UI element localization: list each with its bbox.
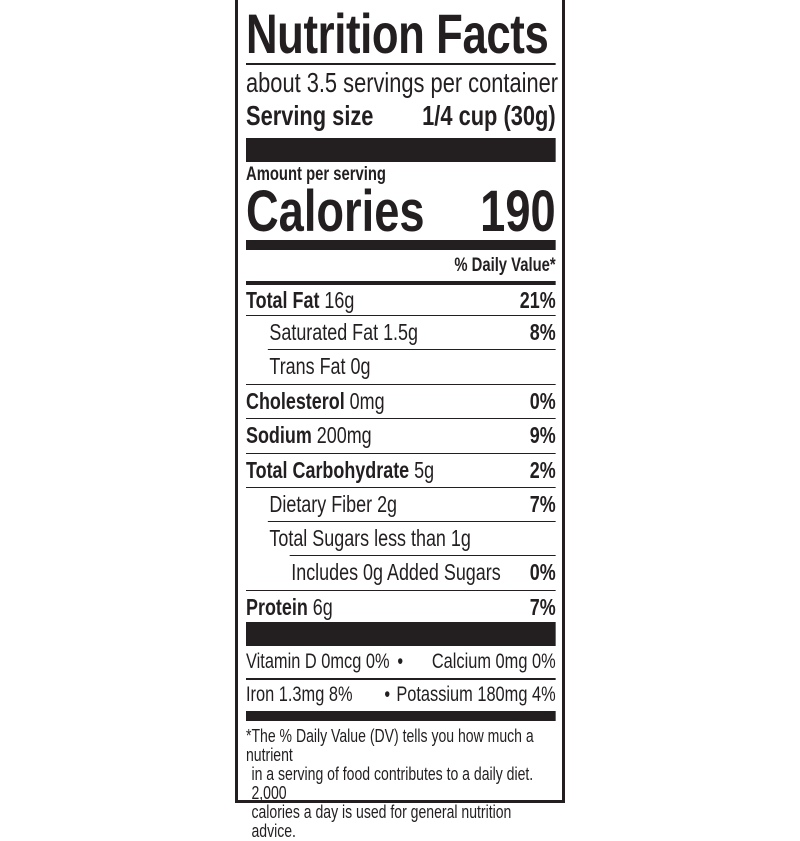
vitamin-row: Vitamin D 0mcg 0% • Calcium 0mg 0%	[246, 647, 556, 677]
nutrient-amount: 0mg	[349, 388, 385, 414]
thick-divider	[246, 622, 556, 646]
iron: Iron 1.3mg 8%	[246, 683, 353, 706]
bullet-icon: •	[384, 683, 391, 706]
serving-size-label: Serving size	[246, 100, 374, 131]
nutrient-name: Trans Fat 0g	[269, 353, 371, 379]
label-title: Nutrition Facts	[246, 2, 549, 65]
nutrient-row-saturated-fat: Saturated Fat 1.5g 8%	[246, 315, 556, 349]
nutrient-row-total-fat: Total Fat 16g 21%	[246, 281, 556, 315]
calories: Calories 190	[246, 179, 556, 244]
footnote-line: calories a day is used for general nutri…	[251, 802, 512, 841]
serving-size-value: 1/4 cup (30g)	[422, 100, 556, 131]
nutrient-name: Total Carbohydrate	[246, 457, 410, 483]
nutrient-dv: 0%	[529, 388, 556, 414]
footnote-line: in a serving of food contributes to a da…	[251, 764, 534, 803]
divider	[246, 63, 556, 65]
serving-size: Serving size 1/4 cup (30g)	[246, 100, 556, 132]
nutrient-amount: 6g	[312, 594, 333, 620]
nutrient-dv: 0%	[529, 559, 556, 585]
potassium: Potassium 180mg 4%	[396, 683, 556, 706]
thick-divider	[246, 711, 556, 721]
thick-divider	[246, 138, 556, 162]
nutrient-name: Cholesterol	[246, 388, 345, 414]
bullet-icon: •	[397, 650, 404, 673]
nutrient-row-trans-fat: Trans Fat 0g	[267, 349, 556, 383]
nutrient-dv: 8%	[529, 319, 556, 345]
nutrient-dv: 21%	[519, 286, 556, 313]
vitamin-d: Vitamin D 0mcg 0%	[246, 650, 390, 673]
calories-value: 190	[480, 179, 556, 244]
footnote-line: *The % Daily Value (DV) tells you how mu…	[246, 726, 534, 765]
nutrient-name: Includes 0g Added Sugars	[291, 559, 501, 585]
nutrient-name: Total Sugars less than 1g	[269, 525, 471, 551]
nutrient-dv: 2%	[529, 457, 556, 483]
nutrient-row-protein: Protein 6g 7%	[246, 590, 556, 624]
nutrient-dv: 9%	[529, 422, 556, 448]
calories-label: Calories	[246, 179, 425, 244]
nutrient-name: Total Fat	[246, 286, 320, 313]
daily-value-header: % Daily Value*	[454, 255, 556, 276]
nutrient-amount: 200mg	[316, 422, 372, 448]
nutrient-dv: 7%	[529, 491, 556, 517]
nutrient-amount: 16g	[324, 286, 355, 313]
nutrient-row-total-sugars: Total Sugars less than 1g	[267, 521, 556, 555]
nutrient-row-dietary-fiber: Dietary Fiber 2g 7%	[246, 487, 556, 521]
nutrient-row-added-sugars: Includes 0g Added Sugars 0%	[289, 555, 556, 589]
nutrient-amount: 5g	[414, 457, 435, 483]
servings-per-container: about 3.5 servings per container	[246, 67, 559, 98]
nutrition-facts-label: Nutrition Facts about 3.5 servings per c…	[246, 0, 559, 841]
nutrient-name: Sodium	[246, 422, 312, 448]
nutrient-name: Dietary Fiber 2g	[269, 491, 398, 517]
footnote: *The % Daily Value (DV) tells you how mu…	[246, 727, 556, 841]
nutrient-dv: 7%	[529, 594, 556, 620]
nutrient-row-cholesterol: Cholesterol 0mg 0%	[246, 384, 556, 418]
nutrient-name: Protein	[246, 594, 308, 620]
amount-per-serving: Amount per serving	[246, 164, 386, 185]
nutrient-name: Saturated Fat 1.5g	[269, 319, 419, 345]
nutrient-row-total-carbohydrate: Total Carbohydrate 5g 2%	[246, 453, 556, 487]
calcium: Calcium 0mg 0%	[431, 650, 556, 673]
divider	[246, 678, 556, 680]
thick-divider	[246, 240, 556, 250]
nutrient-row-sodium: Sodium 200mg 9%	[246, 418, 556, 452]
vitamin-row: Iron 1.3mg 8% • Potassium 180mg 4%	[246, 680, 556, 710]
